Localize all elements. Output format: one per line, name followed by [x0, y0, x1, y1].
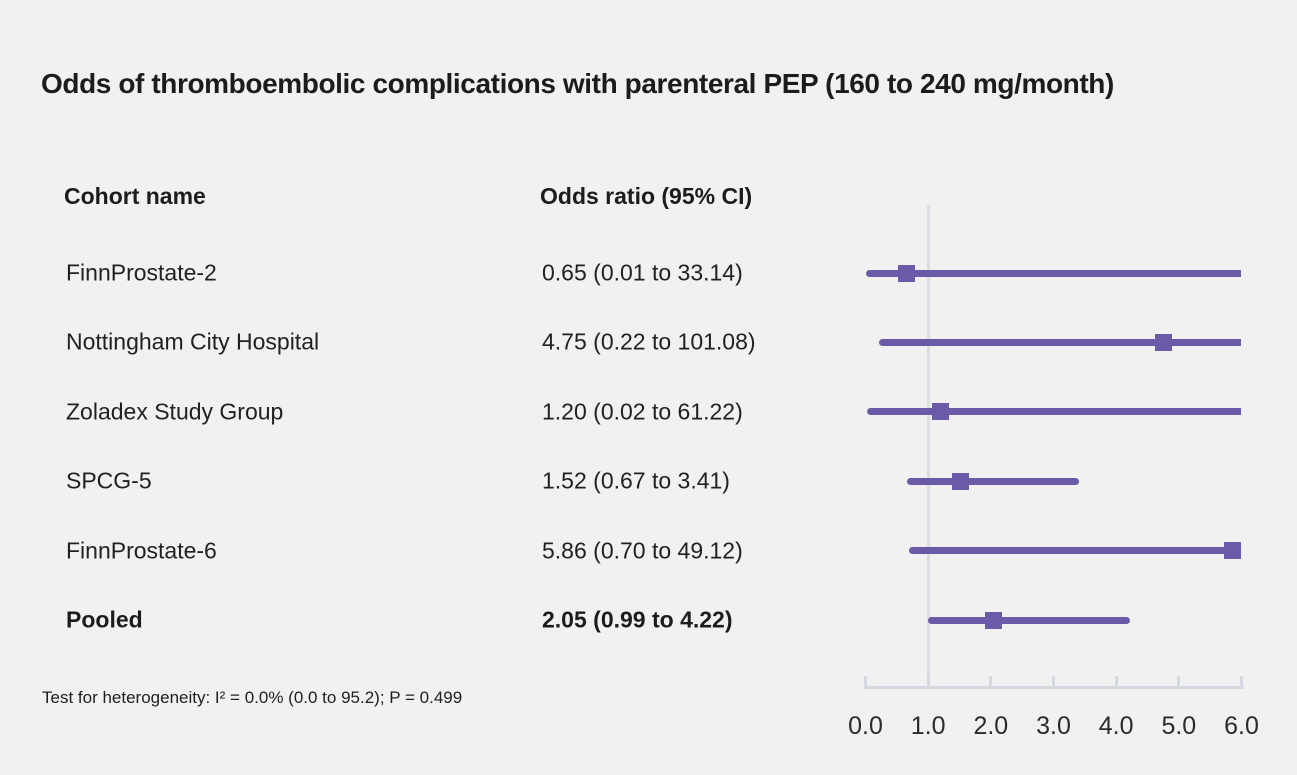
confidence-interval-bar [927, 616, 1130, 624]
x-axis-tick-label: 2.0 [973, 712, 1009, 740]
x-axis-tick [989, 676, 993, 686]
x-axis-tick-label: 3.0 [1036, 712, 1071, 740]
x-axis-tick-label: 1.0 [910, 712, 946, 740]
cohort-name: Zoladex Study Group [66, 398, 284, 425]
figure-title: Odds of thromboembolic complications wit… [41, 68, 1114, 99]
x-axis-line [863, 686, 1244, 689]
odds-ratio-marker [1224, 542, 1242, 560]
x-axis-tick-label: 6.0 [1224, 712, 1259, 740]
odds-ratio-value: 1.20 (0.02 to 61.22) [542, 398, 743, 425]
reference-line-or-1 [926, 205, 930, 689]
odds-ratio-value: 0.65 (0.01 to 33.14) [542, 259, 743, 286]
confidence-interval-bar [866, 269, 1242, 277]
column-header-cohort-name: Cohort name [64, 183, 206, 209]
confidence-interval-bar [879, 338, 1242, 346]
odds-ratio-value: 1.52 (0.67 to 3.41) [542, 467, 730, 494]
odds-ratio-marker [952, 472, 970, 490]
confidence-interval-bar [909, 547, 1242, 555]
cohort-name: FinnProstate-6 [66, 537, 217, 564]
odds-ratio-marker [897, 264, 915, 282]
odds-ratio-marker [1154, 333, 1172, 351]
odds-ratio-marker [932, 403, 950, 421]
confidence-interval-bar [866, 408, 1242, 416]
x-axis-tick [1240, 676, 1243, 686]
x-axis-tick [1114, 676, 1118, 686]
odds-ratio-marker [985, 611, 1003, 629]
x-axis-tick-label: 0.0 [848, 712, 883, 740]
cohort-name: Pooled [66, 606, 143, 633]
cohort-name: Nottingham City Hospital [66, 328, 320, 355]
cohort-name: FinnProstate-2 [66, 259, 217, 286]
odds-ratio-value: 2.05 (0.99 to 4.22) [542, 606, 733, 633]
heterogeneity-note: Test for heterogeneity: I² = 0.0% (0.0 t… [42, 688, 463, 707]
x-axis-tick [1177, 676, 1181, 686]
x-axis-tick [926, 676, 930, 686]
x-axis-tick [1052, 676, 1055, 686]
x-axis-tick-label: 5.0 [1161, 712, 1197, 740]
x-axis-tick [864, 676, 867, 686]
confidence-interval-bar [907, 477, 1080, 485]
odds-ratio-value: 4.75 (0.22 to 101.08) [542, 328, 756, 355]
cohort-name: SPCG-5 [66, 467, 152, 494]
x-axis-tick-label: 4.0 [1098, 712, 1134, 740]
odds-ratio-value: 5.86 (0.70 to 49.12) [542, 537, 743, 564]
column-header-odds-ratio: Odds ratio (95% CI) [540, 183, 753, 209]
